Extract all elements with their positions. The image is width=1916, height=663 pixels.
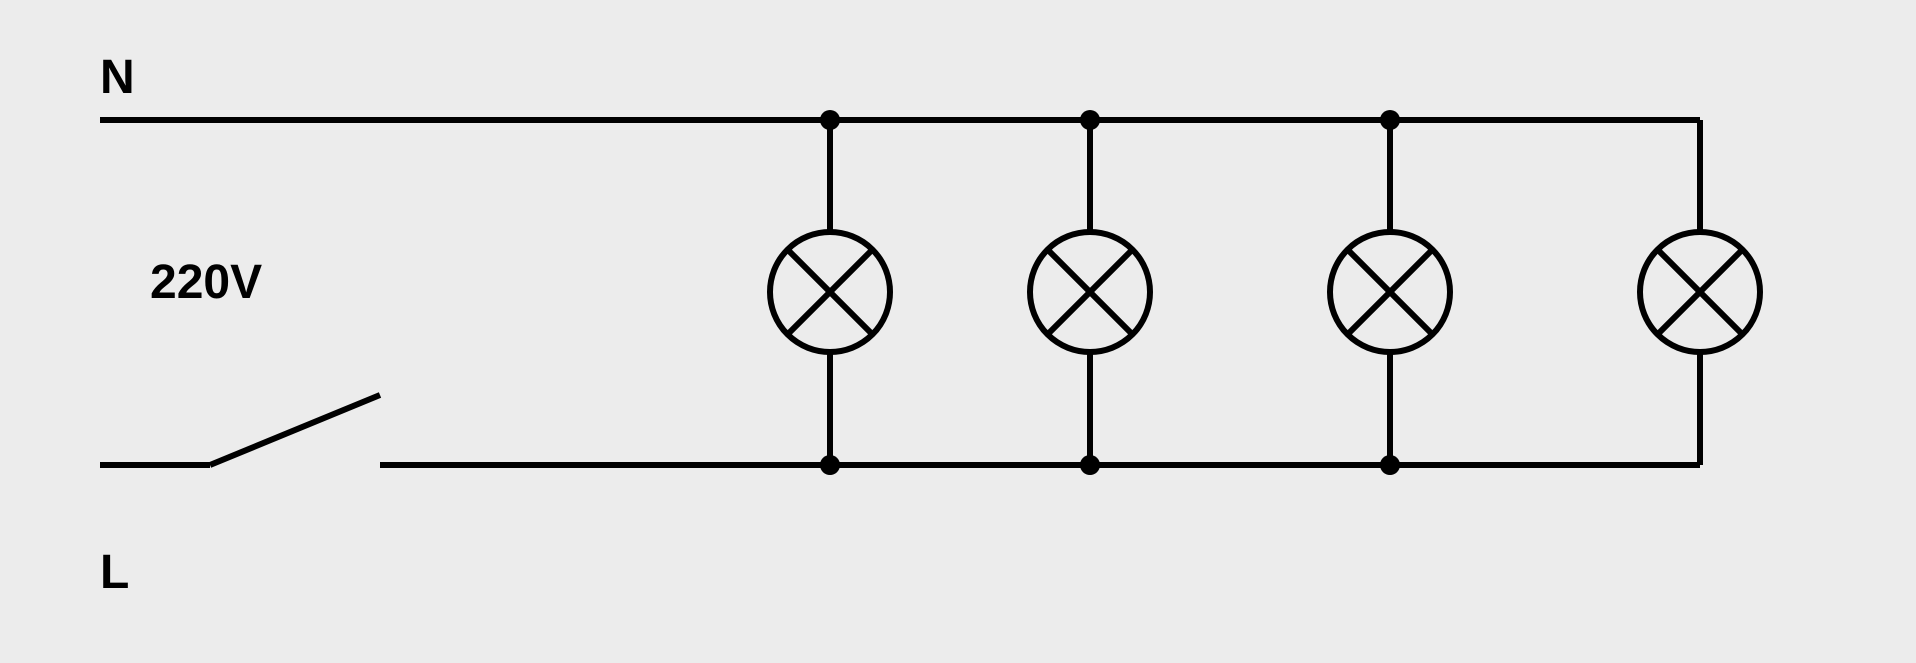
lamp-3 — [1330, 120, 1450, 465]
lamp-4 — [1640, 120, 1760, 465]
neutral-label: N — [100, 50, 135, 105]
lamp-2 — [1030, 120, 1150, 465]
node-bottom-3 — [1380, 455, 1400, 475]
node-top-3 — [1380, 110, 1400, 130]
voltage-label: 220V — [150, 255, 262, 310]
node-bottom-2 — [1080, 455, 1100, 475]
live-label: L — [100, 545, 129, 600]
node-bottom-1 — [820, 455, 840, 475]
circuit-diagram — [0, 0, 1916, 663]
switch-arm — [210, 395, 380, 465]
node-top-1 — [820, 110, 840, 130]
node-top-2 — [1080, 110, 1100, 130]
lamp-1 — [770, 120, 890, 465]
